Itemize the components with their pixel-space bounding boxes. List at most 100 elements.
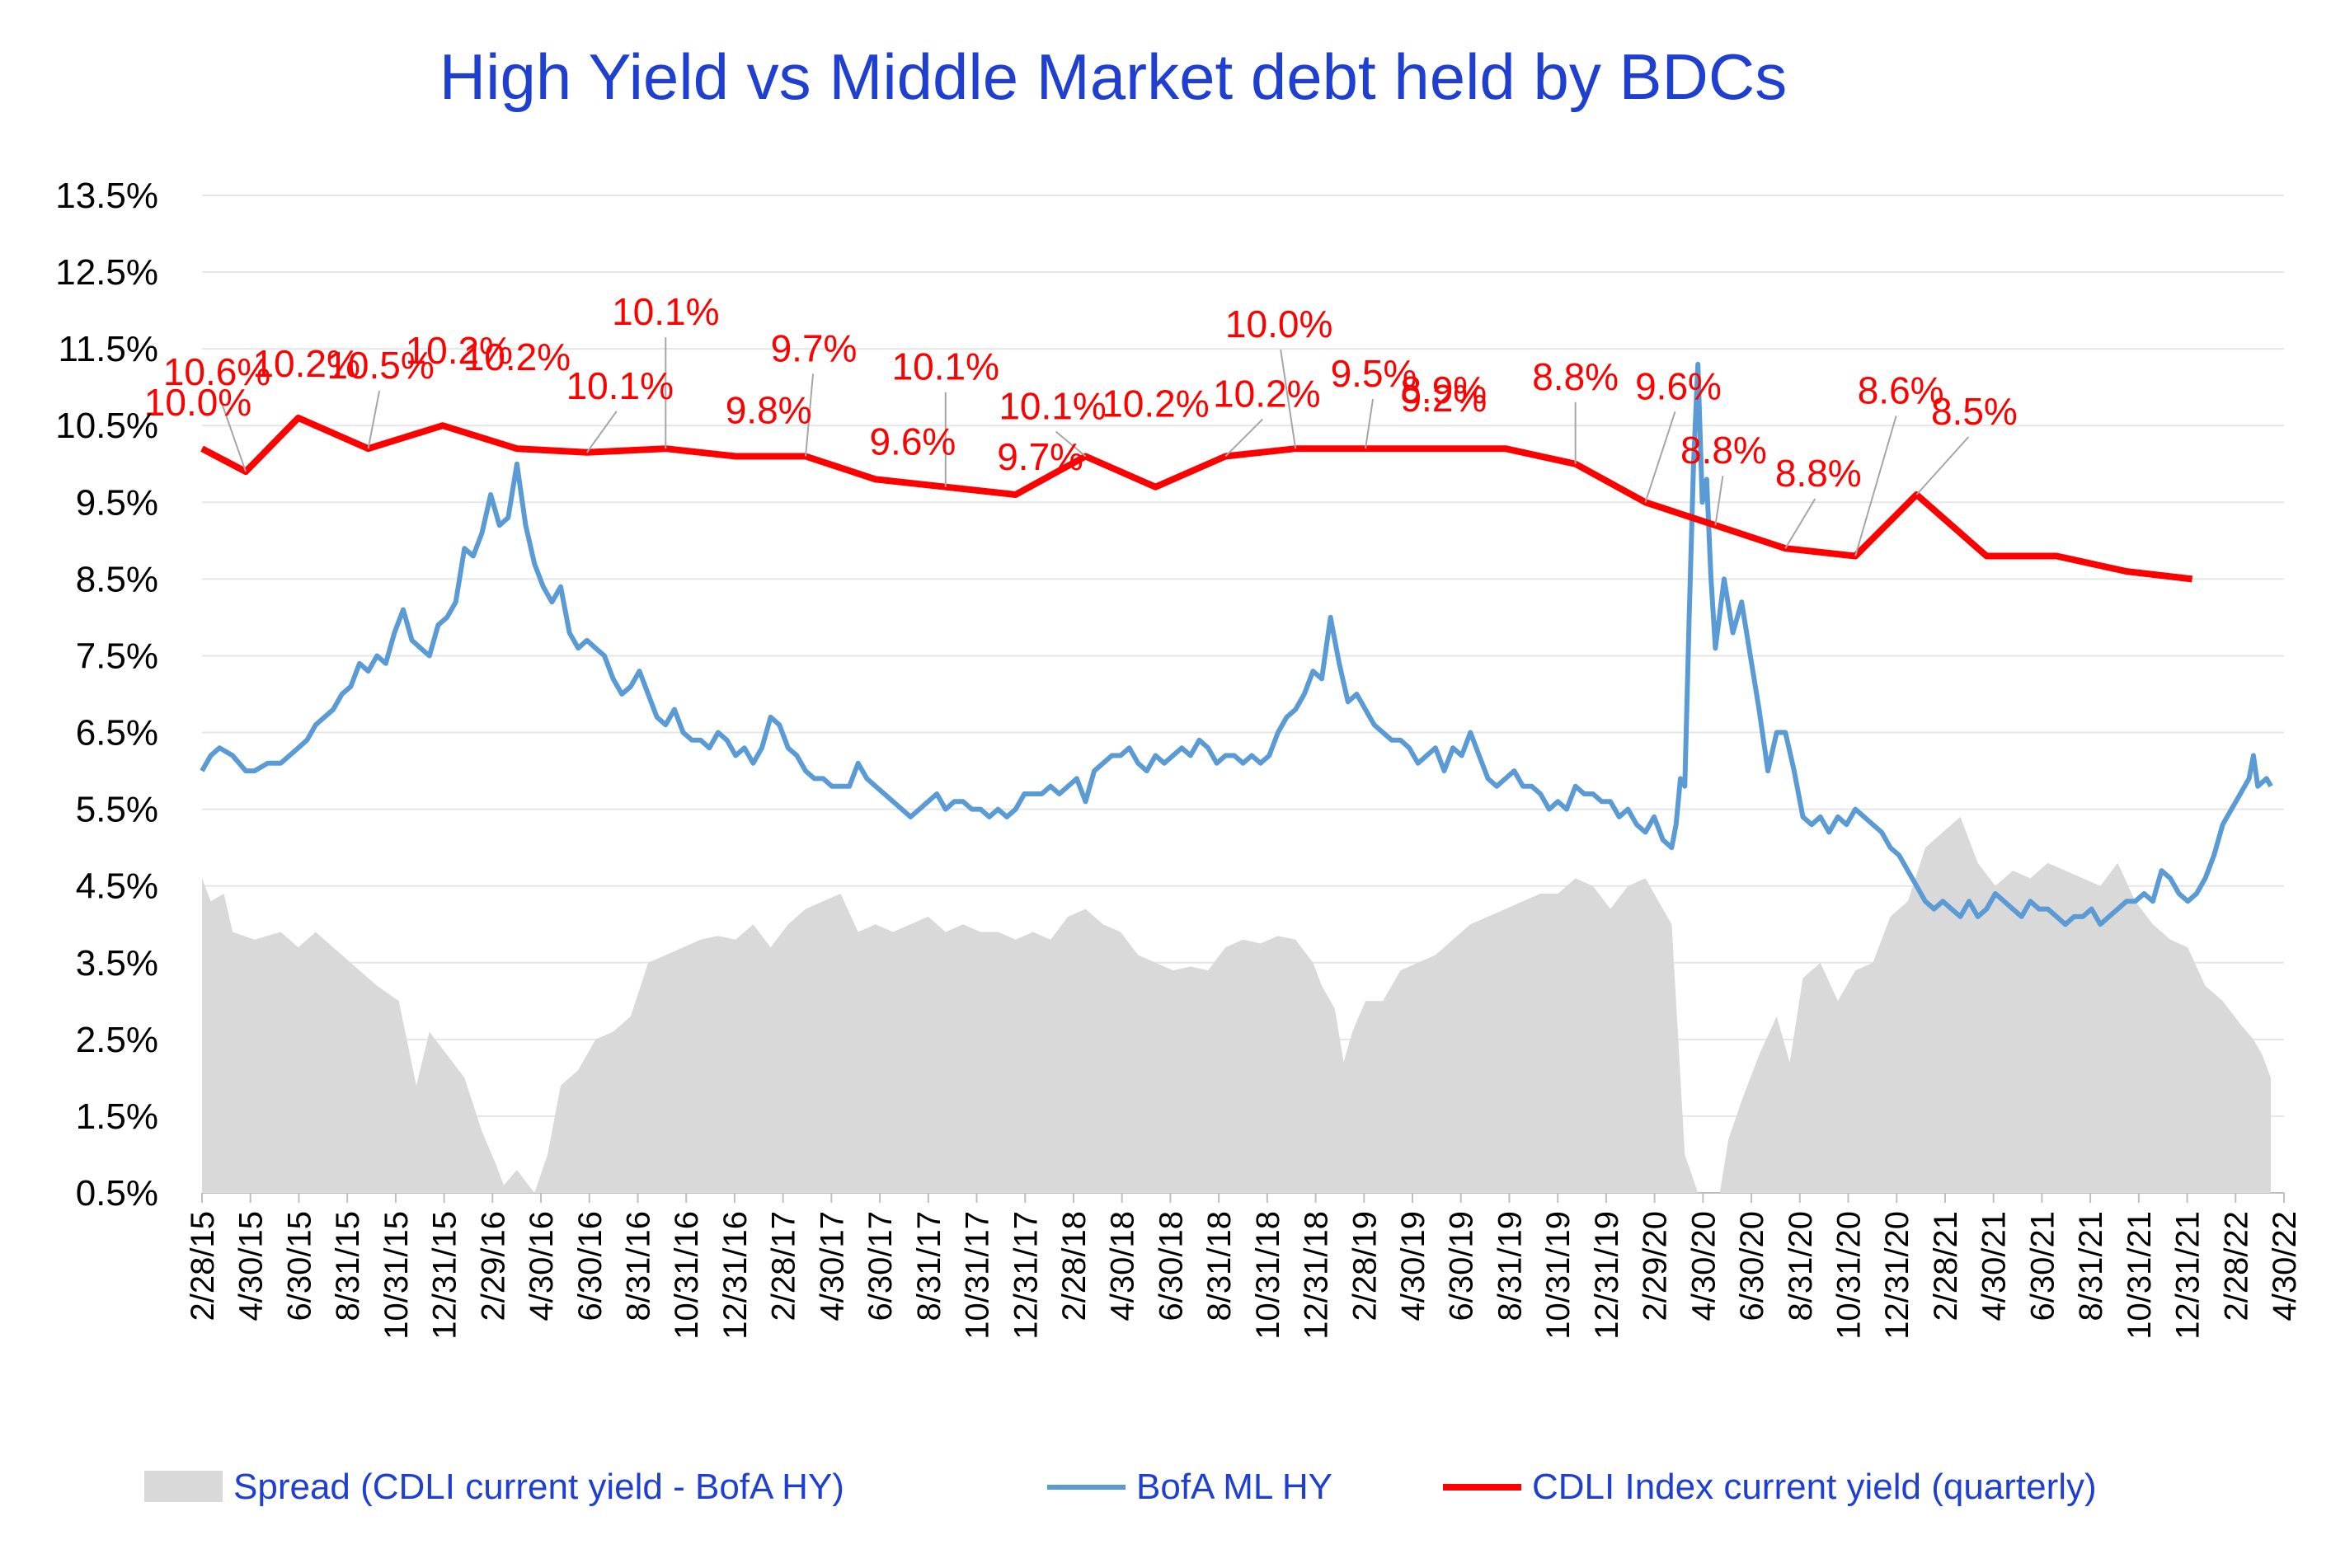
x-tick-label: 12/31/16	[717, 1211, 754, 1340]
x-tick-label: 10/31/16	[669, 1211, 705, 1340]
x-tick-label: 4/30/18	[1105, 1211, 1141, 1321]
data-label-leader	[219, 397, 247, 472]
data-label: 10.2%	[406, 329, 513, 372]
x-tick-label: 10/31/20	[1831, 1211, 1868, 1340]
data-label: 10.5%	[327, 344, 434, 387]
y-tick-label: 6.5%	[76, 713, 158, 753]
x-tick-label: 6/30/18	[1153, 1211, 1189, 1321]
spread-area-layer	[202, 816, 2272, 1193]
cdli-line-layer	[200, 414, 2193, 583]
data-label: 10.2%	[1213, 372, 1320, 415]
legend-label: BofA ML HY	[1136, 1467, 1332, 1507]
data-label: 9.8%	[726, 388, 812, 431]
x-tick-label: 12/31/18	[1299, 1211, 1335, 1340]
x-tick-label: 10/31/15	[378, 1211, 415, 1340]
x-tick-label: 12/31/17	[1008, 1211, 1044, 1340]
data-label: 10.2%	[1102, 383, 1209, 425]
x-tick-label: 2/29/20	[1638, 1211, 1674, 1321]
x-tick-label: 2/28/17	[766, 1211, 802, 1321]
y-tick-label: 12.5%	[55, 252, 158, 293]
y-tick-label: 7.5%	[76, 636, 158, 676]
legend-label: Spread (CDLI current yield - BofA HY)	[233, 1467, 844, 1507]
data-label: 8.9%	[1400, 369, 1487, 411]
x-tick-label: 8/31/21	[2073, 1211, 2109, 1321]
data-label: 10.0%	[1225, 303, 1332, 345]
data-label: 9.6%	[1635, 364, 1722, 407]
data-label-leader	[1915, 436, 1970, 495]
x-tick-label: 2/28/19	[1346, 1211, 1383, 1321]
cdli-line	[200, 414, 2193, 583]
x-tick-label: 12/31/20	[1879, 1211, 1915, 1340]
data-label: 8.8%	[1775, 452, 1862, 495]
x-tick-label: 10/31/21	[2122, 1211, 2158, 1340]
x-tick-label: 2/28/15	[185, 1211, 221, 1321]
data-label-leader	[1224, 418, 1263, 458]
x-tick-label: 8/31/19	[1492, 1211, 1528, 1321]
y-tick-label: 13.5%	[55, 176, 158, 216]
x-tick-label: 2/28/22	[2218, 1211, 2254, 1321]
data-label-leader	[805, 373, 815, 457]
x-tick-label: 8/31/17	[911, 1211, 947, 1321]
x-tick-label: 4/30/15	[233, 1211, 270, 1321]
y-tick-label: 1.5%	[76, 1096, 158, 1137]
data-label: 10.2%	[252, 342, 360, 385]
x-tick-label: 6/30/19	[1444, 1211, 1480, 1321]
x-tick-label: 10/31/18	[1250, 1211, 1286, 1340]
data-label-leaders	[219, 337, 1970, 556]
y-tick-label: 8.5%	[76, 559, 158, 599]
bofa-ml-hy-line	[200, 361, 2273, 927]
data-label: 8.8%	[1680, 429, 1767, 472]
x-tick-label: 4/30/21	[1976, 1211, 2013, 1321]
x-tick-label: 6/30/16	[572, 1211, 609, 1321]
data-label: 10.2%	[463, 336, 571, 378]
data-label: 10.1%	[999, 384, 1106, 427]
y-tick-label: 5.5%	[76, 790, 158, 830]
data-label: 9.6%	[869, 420, 956, 462]
x-tick-label: 2/29/16	[475, 1211, 511, 1321]
data-label-leader	[1365, 399, 1375, 449]
x-tick-label: 12/31/15	[427, 1211, 463, 1340]
spread-area	[202, 816, 2272, 1193]
y-tick-label: 0.5%	[76, 1173, 158, 1214]
x-tick-label: 4/30/20	[1685, 1211, 1722, 1321]
data-label-leader	[585, 411, 618, 453]
data-label-leader	[1854, 415, 1897, 556]
x-axis-ticks: 2/28/15 4/30/15 6/30/15 8/31/15 10/31/15 12/3…	[185, 1193, 2303, 1340]
y-tick-label: 11.5%	[59, 329, 159, 369]
x-tick-label: 2/28/21	[1928, 1211, 1964, 1321]
data-label: 10.6%	[163, 350, 270, 393]
legend-label: CDLI Index current yield (quarterly)	[1532, 1467, 2097, 1507]
data-label: 10.1%	[892, 345, 999, 388]
legend: Spread (CDLI current yield - BofA HY) Bof…	[144, 1467, 2097, 1507]
x-tick-label: 4/30/19	[1395, 1211, 1431, 1321]
chart-title: High Yield vs Middle Market debt held by…	[439, 40, 1787, 113]
x-tick-label: 4/30/17	[814, 1211, 850, 1321]
x-tick-label: 6/30/15	[281, 1211, 317, 1321]
x-tick-label: 12/31/19	[1589, 1211, 1625, 1340]
x-tick-label: 6/30/20	[1734, 1211, 1770, 1321]
y-axis-ticks: 13.5% 12.5% 11.5% 10.5% 9.5% 8.5% 7.5% 6.5% 5.5%…	[55, 176, 158, 1214]
x-tick-label: 8/31/20	[1783, 1211, 1819, 1321]
x-tick-label: 8/31/16	[620, 1211, 656, 1321]
y-tick-label: 4.5%	[76, 866, 158, 907]
data-label: 10.0%	[144, 381, 251, 424]
x-tick-label: 8/31/15	[330, 1211, 366, 1321]
x-tick-label: 6/30/17	[862, 1211, 899, 1321]
data-label: 9.5%	[1331, 352, 1417, 395]
data-label: 9.2%	[1400, 377, 1487, 420]
y-tick-label: 9.5%	[76, 482, 158, 523]
data-label-leader	[1644, 411, 1676, 503]
hy-line-layer	[200, 361, 2273, 927]
data-label: 8.6%	[1858, 369, 1944, 411]
data-label: 10.1%	[566, 364, 674, 407]
x-tick-label: 4/30/22	[2267, 1211, 2303, 1321]
y-tick-label: 2.5%	[76, 1020, 158, 1060]
data-label-leader	[367, 390, 381, 449]
x-tick-label: 4/30/16	[524, 1211, 560, 1321]
data-label: 9.7%	[771, 326, 858, 369]
x-tick-label: 12/31/21	[2170, 1211, 2206, 1340]
x-tick-label: 8/31/18	[1201, 1211, 1238, 1321]
x-tick-label: 2/28/18	[1056, 1211, 1093, 1321]
legend-swatch-spread	[144, 1471, 223, 1502]
